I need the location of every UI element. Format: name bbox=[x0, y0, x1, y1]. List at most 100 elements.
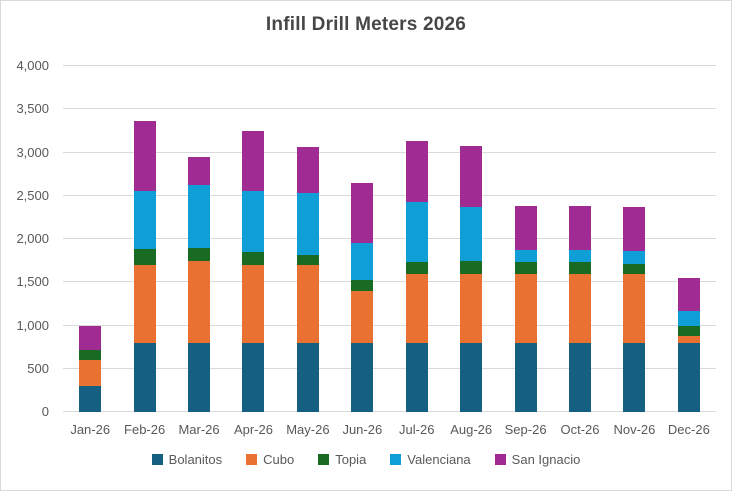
bar-segment-cubo[interactable] bbox=[242, 264, 265, 343]
bar-segment-cubo[interactable] bbox=[79, 360, 102, 387]
bar-segment-topia[interactable] bbox=[188, 247, 211, 261]
bar-segment-topia[interactable] bbox=[569, 262, 591, 274]
x-tick-label: Mar-26 bbox=[178, 422, 220, 437]
legend-swatch-icon bbox=[151, 454, 163, 465]
bar-segment-cubo[interactable] bbox=[188, 260, 211, 343]
bar-segment-san-ignacio[interactable] bbox=[569, 206, 591, 250]
bar-segment-cubo[interactable] bbox=[514, 273, 537, 343]
bar-segment-bolanitos[interactable] bbox=[677, 342, 700, 412]
bar-feb-26[interactable] bbox=[133, 121, 156, 412]
legend-label: Bolanitos bbox=[168, 452, 223, 467]
bar-segment-bolanitos[interactable] bbox=[351, 342, 374, 412]
gridline bbox=[63, 281, 716, 283]
gridline bbox=[63, 367, 716, 369]
legend: Bolanitos Cubo Topia Valenciana San Ignacio bbox=[1, 452, 731, 467]
bar-segment-bolanitos[interactable] bbox=[79, 386, 102, 412]
x-tick-label: Feb-26 bbox=[124, 422, 166, 437]
bar-segment-cubo[interactable] bbox=[569, 273, 591, 343]
bar-segment-san-ignacio[interactable] bbox=[623, 207, 646, 252]
bar-cell bbox=[172, 66, 226, 412]
bar-segment-valenciana[interactable] bbox=[296, 193, 319, 255]
bar-segment-bolanitos[interactable] bbox=[188, 342, 211, 412]
bar-segment-bolanitos[interactable] bbox=[514, 342, 537, 412]
bar-segment-topia[interactable] bbox=[677, 325, 700, 336]
bar-segment-topia[interactable] bbox=[296, 254, 319, 265]
bar-segment-topia[interactable] bbox=[242, 252, 265, 265]
bar-segment-san-ignacio[interactable] bbox=[677, 277, 700, 311]
bar-segment-san-ignacio[interactable] bbox=[514, 206, 537, 251]
plot-area bbox=[63, 65, 716, 412]
bar-segment-bolanitos[interactable] bbox=[133, 342, 156, 412]
legend-label: Cubo bbox=[263, 452, 295, 467]
bar-segment-bolanitos[interactable] bbox=[296, 342, 319, 412]
bar-nov-26[interactable] bbox=[623, 207, 646, 412]
bar-segment-topia[interactable] bbox=[623, 264, 646, 275]
x-tick-label: Apr-26 bbox=[233, 422, 273, 437]
bar-segment-san-ignacio[interactable] bbox=[242, 130, 265, 192]
legend-item-san-ignacio[interactable]: San Ignacio bbox=[494, 452, 580, 467]
bar-segment-valenciana[interactable] bbox=[514, 250, 537, 263]
bar-segment-bolanitos[interactable] bbox=[460, 342, 483, 412]
bar-segment-san-ignacio[interactable] bbox=[460, 145, 483, 208]
bar-segment-valenciana[interactable] bbox=[460, 207, 483, 261]
bar-segment-cubo[interactable] bbox=[677, 335, 700, 343]
bar-mar-26[interactable] bbox=[188, 156, 211, 412]
bar-oct-26[interactable] bbox=[569, 206, 591, 412]
bar-segment-cubo[interactable] bbox=[351, 290, 374, 343]
bar-apr-26[interactable] bbox=[242, 130, 265, 412]
bar-segment-cubo[interactable] bbox=[405, 273, 428, 343]
bar-segment-cubo[interactable] bbox=[133, 264, 156, 343]
bar-segment-bolanitos[interactable] bbox=[242, 342, 265, 412]
bar-segment-san-ignacio[interactable] bbox=[188, 156, 211, 185]
x-tick-label: Jul-26 bbox=[399, 422, 435, 437]
bar-segment-valenciana[interactable] bbox=[188, 184, 211, 248]
legend-item-cubo[interactable]: Cubo bbox=[246, 452, 294, 467]
gridline bbox=[63, 108, 716, 110]
legend-item-topia[interactable]: Topia bbox=[318, 452, 366, 467]
bar-jun-26[interactable] bbox=[351, 182, 374, 412]
bar-sep-26[interactable] bbox=[514, 206, 537, 412]
bars-group bbox=[63, 66, 716, 412]
bar-may-26[interactable] bbox=[296, 147, 319, 412]
bar-cell bbox=[63, 66, 117, 412]
bar-segment-topia[interactable] bbox=[405, 262, 428, 274]
bar-segment-san-ignacio[interactable] bbox=[296, 147, 319, 194]
bar-jul-26[interactable] bbox=[405, 141, 428, 412]
x-tick-label: Jun-26 bbox=[342, 422, 383, 437]
bar-cell bbox=[335, 66, 389, 412]
bar-segment-topia[interactable] bbox=[133, 249, 156, 265]
legend-swatch-icon bbox=[318, 454, 330, 465]
y-tick-label: 4,000 bbox=[16, 58, 49, 73]
bar-jan-26[interactable] bbox=[79, 325, 102, 412]
bar-segment-topia[interactable] bbox=[514, 262, 537, 274]
bar-segment-valenciana[interactable] bbox=[405, 201, 428, 263]
bar-segment-cubo[interactable] bbox=[623, 274, 646, 343]
bar-segment-valenciana[interactable] bbox=[351, 243, 374, 280]
bar-segment-topia[interactable] bbox=[460, 260, 483, 274]
bar-segment-bolanitos[interactable] bbox=[623, 342, 646, 412]
bar-segment-valenciana[interactable] bbox=[677, 310, 700, 326]
bar-segment-valenciana[interactable] bbox=[133, 190, 156, 250]
bar-segment-valenciana[interactable] bbox=[623, 251, 646, 265]
bar-segment-topia[interactable] bbox=[79, 349, 102, 361]
legend-item-bolanitos[interactable]: Bolanitos bbox=[151, 452, 223, 467]
bar-segment-san-ignacio[interactable] bbox=[79, 325, 102, 350]
bar-dec-26[interactable] bbox=[677, 277, 700, 412]
bar-segment-san-ignacio[interactable] bbox=[351, 182, 374, 244]
bar-segment-cubo[interactable] bbox=[296, 264, 319, 343]
bar-segment-cubo[interactable] bbox=[460, 273, 483, 343]
bar-segment-valenciana[interactable] bbox=[242, 191, 265, 252]
x-axis: Jan-26 Feb-26 Mar-26 Apr-26 May-26 Jun-26 Jul-… bbox=[63, 422, 716, 437]
bar-cell bbox=[498, 66, 552, 412]
bar-segment-topia[interactable] bbox=[351, 279, 374, 291]
bar-segment-valenciana[interactable] bbox=[569, 249, 591, 263]
legend-item-valenciana[interactable]: Valenciana bbox=[390, 452, 471, 467]
x-tick-label: Sep-26 bbox=[504, 422, 547, 437]
bar-aug-26[interactable] bbox=[460, 145, 483, 412]
bar-cell bbox=[281, 66, 335, 412]
bar-segment-bolanitos[interactable] bbox=[569, 342, 591, 412]
bar-segment-bolanitos[interactable] bbox=[405, 342, 428, 412]
bar-segment-san-ignacio[interactable] bbox=[133, 121, 156, 191]
bar-segment-san-ignacio[interactable] bbox=[405, 141, 428, 202]
y-axis: 0 500 1,000 1,500 2,000 2,500 3,000 3,500 4,000 bbox=[1, 58, 55, 419]
